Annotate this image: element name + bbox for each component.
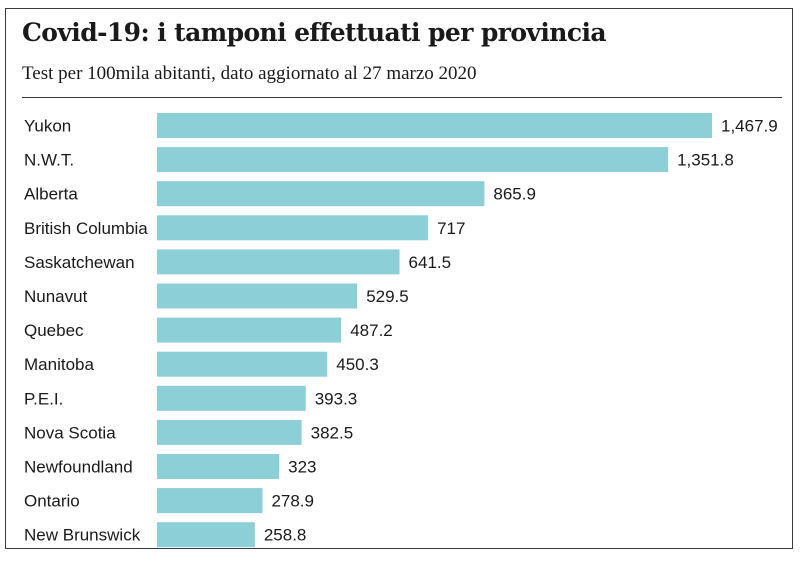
value-label-p-e-i: 393.3: [315, 389, 358, 408]
bar-quebec: [157, 317, 342, 343]
category-label-british-columbia: British Columbia: [24, 219, 148, 238]
bar-n-w-t: [157, 147, 669, 173]
bar-newfoundland: [157, 454, 280, 479]
bar-nova-scotia: [157, 419, 302, 445]
title-divider: [22, 97, 782, 98]
category-label-ontario: Ontario: [24, 492, 80, 511]
category-label-newfoundland: Newfoundland: [24, 458, 133, 477]
bar-ontario: [157, 488, 263, 514]
bar-british-columbia: [157, 215, 429, 241]
value-label-nova-scotia: 382.5: [311, 423, 354, 442]
chart-frame: [5, 8, 793, 549]
category-label-nova-scotia: Nova Scotia: [24, 423, 116, 442]
value-label-n-w-t: 1,351.8: [677, 151, 734, 170]
category-label-p-e-i: P.E.I.: [24, 389, 63, 408]
category-label-new-brunswick: New Brunswick: [24, 526, 141, 545]
chart-subtitle: Test per 100mila abitanti, dato aggiorna…: [22, 63, 477, 84]
category-label-n-w-t: N.W.T.: [24, 151, 74, 170]
value-label-british-columbia: 717: [437, 219, 465, 238]
category-label-yukon: Yukon: [24, 117, 71, 136]
category-label-nunavut: Nunavut: [24, 287, 88, 306]
value-label-quebec: 487.2: [350, 321, 393, 340]
bar-saskatchewan: [157, 249, 400, 275]
value-label-alberta: 865.9: [493, 185, 536, 204]
value-label-saskatchewan: 641.5: [409, 253, 452, 272]
chart-title: Covid-19: i tamponi effettuati per provi…: [22, 18, 607, 47]
bar-p-e-i: [157, 385, 306, 411]
category-label-quebec: Quebec: [24, 321, 84, 340]
bar-new-brunswick: [157, 522, 255, 548]
bar-nunavut: [157, 283, 358, 309]
value-label-ontario: 278.9: [271, 492, 314, 511]
bar-yukon: [157, 113, 712, 138]
bar-alberta: [157, 181, 485, 207]
category-label-manitoba: Manitoba: [24, 355, 94, 374]
category-label-saskatchewan: Saskatchewan: [24, 253, 135, 272]
value-label-nunavut: 529.5: [366, 287, 409, 306]
value-label-yukon: 1,467.9: [721, 117, 778, 136]
value-label-manitoba: 450.3: [336, 355, 379, 374]
bar-manitoba: [157, 351, 328, 377]
value-label-newfoundland: 323: [288, 458, 316, 477]
category-label-alberta: Alberta: [24, 185, 78, 204]
value-label-new-brunswick: 258.8: [264, 526, 307, 545]
